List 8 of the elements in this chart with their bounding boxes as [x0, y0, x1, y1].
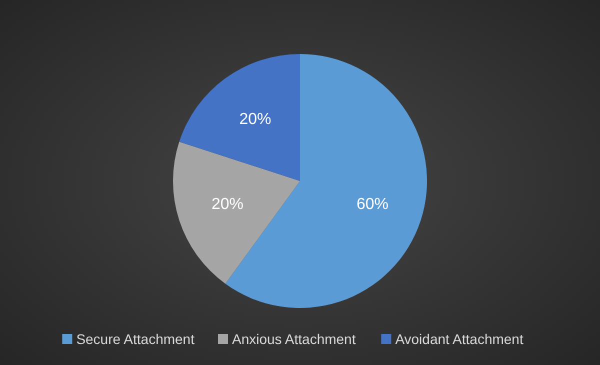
legend-label: Secure Attachment — [76, 331, 195, 347]
legend-label: Avoidant Attachment — [395, 331, 524, 347]
data-label: 20% — [239, 110, 272, 128]
pie-slice — [179, 54, 300, 181]
data-label: 60% — [356, 196, 388, 214]
legend-label: Anxious Attachment — [232, 331, 356, 347]
data-label: 20% — [212, 196, 244, 214]
pie-slice — [173, 142, 300, 284]
